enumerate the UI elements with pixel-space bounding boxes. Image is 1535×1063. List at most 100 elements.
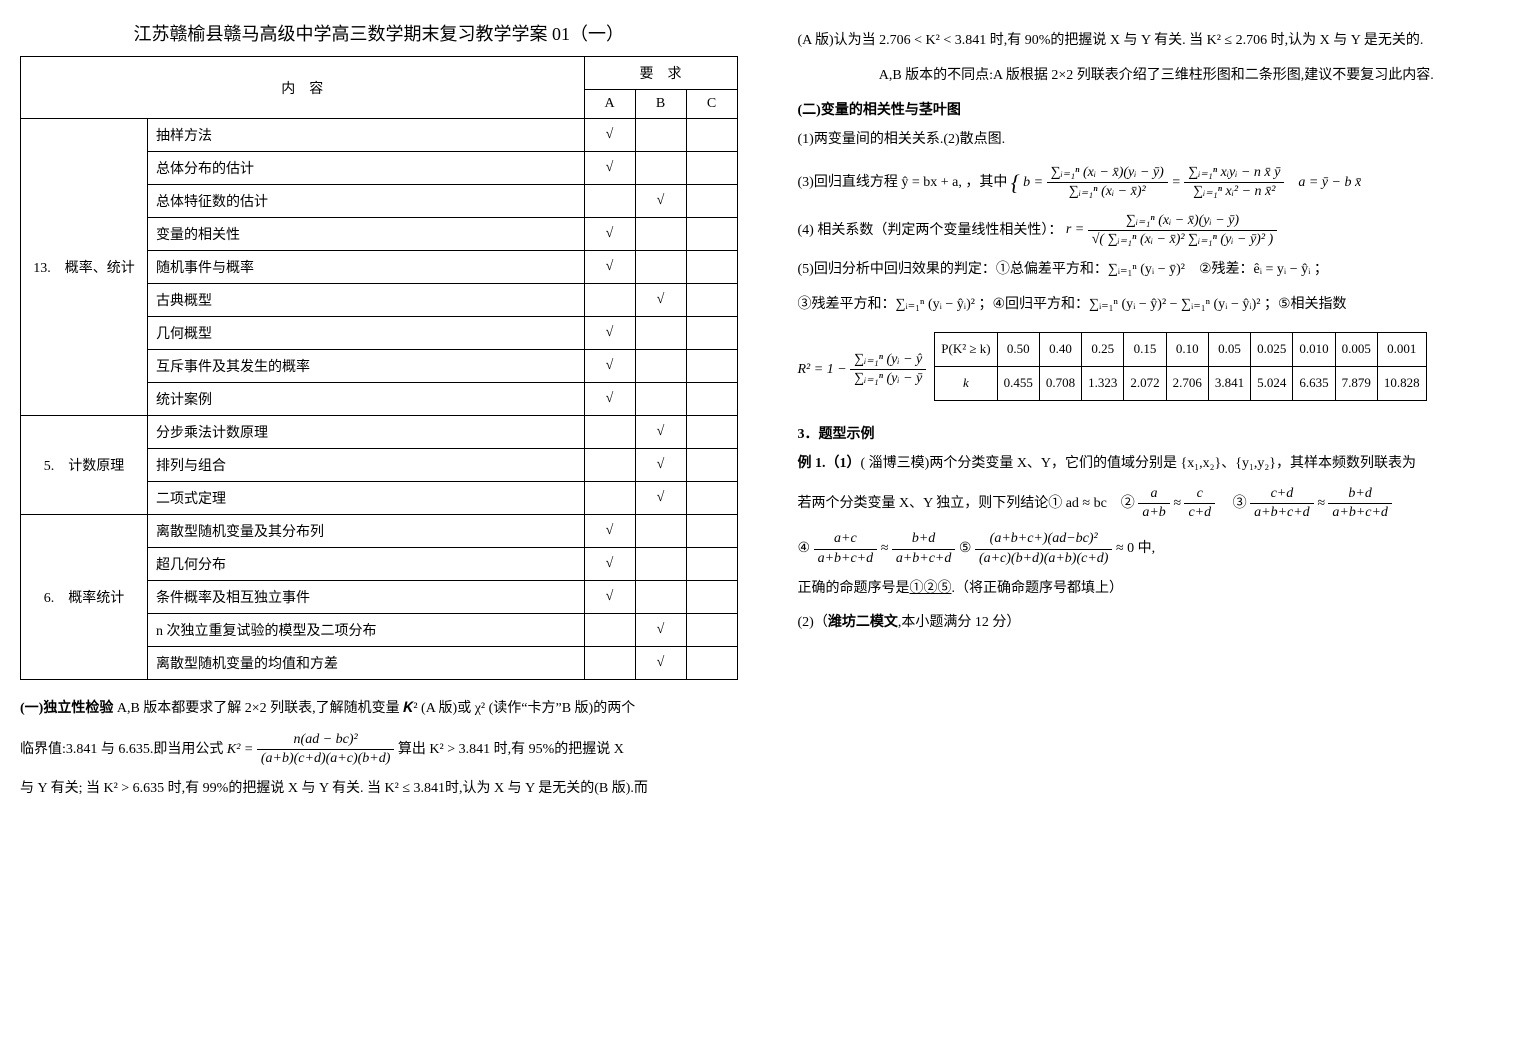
ex1-f4b: a+b+c+d: [814, 550, 878, 568]
right-column: (A 版)认为当 2.706 < K² < 3.841 时,有 90%的把握说 …: [798, 20, 1516, 811]
k2-frac: n(ad − bc)² (a+b)(c+d)(a+c)(b+d): [257, 731, 395, 768]
check-cell: [686, 515, 737, 548]
check-cell: [686, 383, 737, 416]
check-cell: √: [584, 383, 635, 416]
ex1-text: ( 淄博三模)两个分类变量 X、Y，它们的值域分别是 {x₁,x₂}、{y₁,y…: [861, 456, 1416, 471]
r-p4-pre: (3)回归直线方程 ŷ = bx + a, ，其中: [798, 175, 1008, 190]
check-cell: √: [584, 317, 635, 350]
pk-cell: 0.10: [1166, 333, 1208, 367]
pk-cell: 5.024: [1251, 366, 1293, 400]
r2-lhs: R² = 1 − ∑ᵢ₌₁ⁿ (yᵢ − ŷ ∑ᵢ₌₁ⁿ (yᵢ − ȳ: [798, 351, 927, 388]
f4-frac: ∑ᵢ₌₁ⁿ (xᵢ − x̄)(yᵢ − ȳ) √( ∑ᵢ₌₁ⁿ (xᵢ − x…: [1088, 212, 1277, 249]
ex1-f2d: c+d: [1184, 504, 1215, 522]
ex1-f3l: c+da+b+c+d: [1250, 485, 1314, 522]
ex1-f3d: a+b+c+d: [1328, 504, 1392, 522]
r-p5-pre: (4) 相关系数（判定两个变量线性相关性）：: [798, 222, 1063, 237]
pk-cell: 0.15: [1124, 333, 1166, 367]
r-p1: (A 版)认为当 2.706 < K² < 3.841 时,有 90%的把握说 …: [798, 28, 1516, 55]
main-title: 江苏赣榆县赣马高级中学高三数学期末复习教学学案 01（一）: [20, 20, 738, 46]
ex1-f4a: a+c: [814, 530, 878, 549]
p-three: 与 Y 有关; 当 K² > 6.635 时,有 99%的把握说 X 与 Y 有…: [20, 776, 738, 803]
ex1-ans-post: .（将正确命题序号都填上）: [952, 581, 1124, 596]
check-cell: √: [584, 251, 635, 284]
th-col-a: A: [584, 90, 635, 119]
ex1-ans-pre: 正确的命题序号是: [798, 581, 910, 596]
k2-lhs: K² =: [227, 742, 253, 757]
check-cell: [584, 185, 635, 218]
f3-a: a = ȳ − b x̄: [1298, 175, 1361, 190]
check-cell: [635, 581, 686, 614]
ex1-line-b-pre: ④: [798, 541, 811, 556]
pk-cell: 3.841: [1208, 366, 1250, 400]
ex2: (2)（潍坊二模文,本小题满分 12 分）: [798, 610, 1516, 637]
ex1-f5: (a+b+c+)(ad−bc)²(a+c)(b+d)(a+b)(c+d): [975, 530, 1113, 567]
check-cell: [635, 317, 686, 350]
table-row-name: 古典概型: [148, 284, 585, 317]
p-one: (一)独立性检验 A,B 版本都要求了解 2×2 列联表,了解随机变量 𝑲² (…: [20, 696, 738, 723]
ex1-f2c: c: [1184, 485, 1215, 504]
f3-frac2: ∑ᵢ₌₁ⁿ xᵢyᵢ − n x̄ ȳ ∑ᵢ₌₁ⁿ xᵢ² − n x̄²: [1184, 164, 1284, 201]
check-cell: √: [635, 284, 686, 317]
check-cell: √: [635, 482, 686, 515]
check-cell: [686, 218, 737, 251]
ex1-ans: 正确的命题序号是①②⑤.（将正确命题序号都填上）: [798, 576, 1516, 603]
p-one-label: (一)独立性检验: [20, 701, 113, 716]
f3-frac1: ∑ᵢ₌₁ⁿ (xᵢ − x̄)(yᵢ − ȳ) ∑ᵢ₌₁ⁿ (xᵢ − x̄)²: [1047, 164, 1168, 201]
check-cell: [686, 185, 737, 218]
table-row-name: 变量的相关性: [148, 218, 585, 251]
pk-cell: 0.005: [1335, 333, 1377, 367]
check-cell: [584, 614, 635, 647]
r-p5: (4) 相关系数（判定两个变量线性相关性）： r = ∑ᵢ₌₁ⁿ (xᵢ − x…: [798, 212, 1516, 249]
r2-and-pk: R² = 1 − ∑ᵢ₌₁ⁿ (yᵢ − ŷ ∑ᵢ₌₁ⁿ (yᵢ − ȳ P(K…: [798, 326, 1516, 412]
check-cell: [686, 350, 737, 383]
ex1-f4c: b+d: [892, 530, 956, 549]
pk-cell: 0.25: [1082, 333, 1124, 367]
r-p6: (5)回归分析中回归效果的判定：①总偏差平方和：∑ᵢ₌₁ⁿ (yᵢ − ȳ)² …: [798, 257, 1516, 284]
table-row-name: 超几何分布: [148, 548, 585, 581]
ex1-line0: 例 1.（1）( 淄博三模)两个分类变量 X、Y，它们的值域分别是 {x₁,x₂…: [798, 451, 1516, 478]
table-category: 6. 概率统计: [21, 515, 148, 680]
ex1-line-a-text: 若两个分类变量 X、Y 独立，则下列结论① ad ≈ bc ②: [798, 496, 1135, 511]
check-cell: [635, 251, 686, 284]
pk-cell: 0.05: [1208, 333, 1250, 367]
check-cell: √: [584, 218, 635, 251]
check-cell: [686, 449, 737, 482]
ex2-bold: 潍坊二模文: [828, 615, 898, 630]
ex1-line-b: ④ a+ca+b+c+d ≈ b+da+b+c+d ⑤ (a+b+c+)(ad−…: [798, 530, 1516, 567]
table-row-name: 分步乘法计数原理: [148, 416, 585, 449]
k2-den: (a+b)(c+d)(a+c)(b+d): [257, 750, 395, 768]
check-cell: [686, 548, 737, 581]
k2-num: n(ad − bc)²: [257, 731, 395, 750]
table-category: 5. 计数原理: [21, 416, 148, 515]
pk-row1-label: P(K² ≥ k): [935, 333, 997, 367]
check-cell: √: [635, 614, 686, 647]
table-row-name: 离散型随机变量及其分布列: [148, 515, 585, 548]
ex1-f2b: a+b: [1138, 504, 1169, 522]
pk-cell: 0.010: [1293, 333, 1335, 367]
sec-1: (二)变量的相关性与茎叶图: [798, 99, 1516, 119]
table-row-name: 二项式定理: [148, 482, 585, 515]
r2-num: ∑ᵢ₌₁ⁿ (yᵢ − ŷ: [850, 351, 926, 370]
r-p2: A,B 版本的不同点:A 版根据 2×2 列联表介绍了三维柱形图和二条形图,建议…: [798, 63, 1516, 90]
check-cell: [635, 515, 686, 548]
ex1-between23: ③: [1219, 496, 1247, 511]
f3-num2: ∑ᵢ₌₁ⁿ xᵢyᵢ − n x̄ ȳ: [1184, 164, 1284, 183]
pk-cell: 2.072: [1124, 366, 1166, 400]
table-row-name: 总体分布的估计: [148, 152, 585, 185]
ex1-f4r: b+da+b+c+d: [892, 530, 956, 567]
check-cell: [635, 383, 686, 416]
ex1-line-a: 若两个分类变量 X、Y 独立，则下列结论① ad ≈ bc ② aa+b ≈ c…: [798, 485, 1516, 522]
check-cell: [584, 284, 635, 317]
table-row-name: 抽样方法: [148, 119, 585, 152]
brace-icon: {: [1011, 170, 1020, 195]
table-row-name: n 次独立重复试验的模型及二项分布: [148, 614, 585, 647]
approx-3-icon: ≈: [881, 541, 889, 556]
approx-2-icon: ≈: [1317, 496, 1325, 511]
check-cell: [686, 647, 737, 680]
check-cell: [686, 251, 737, 284]
check-cell: √: [635, 416, 686, 449]
th-content: 内 容: [21, 57, 585, 119]
check-cell: [686, 317, 737, 350]
ex1-ans-und: ①②⑤: [910, 581, 952, 596]
table-row-name: 互斥事件及其发生的概率: [148, 350, 585, 383]
